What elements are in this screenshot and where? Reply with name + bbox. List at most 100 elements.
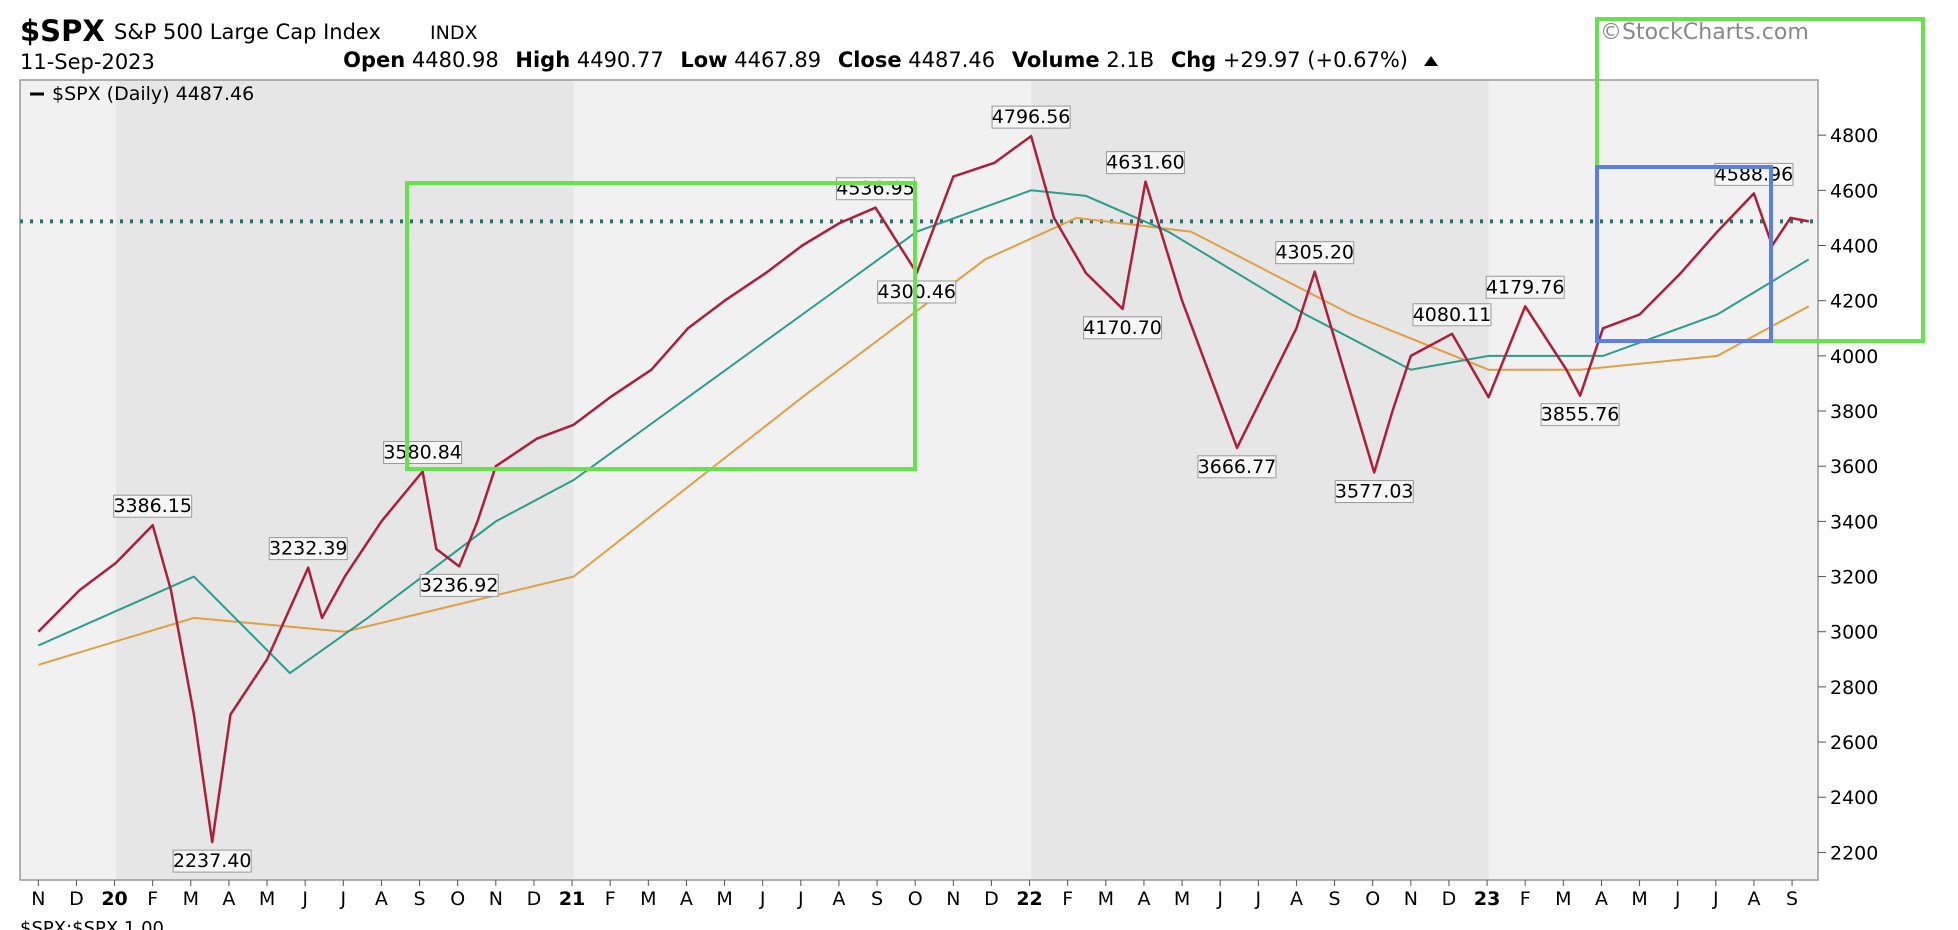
x-tick-label-21: A	[832, 888, 845, 910]
x-tick-label-37: D	[1442, 888, 1457, 910]
x-tick-label-1: D	[69, 888, 84, 910]
x-tick-label-19: J	[759, 888, 766, 910]
x-tick-label-15: F	[605, 888, 616, 910]
x-tick-label-31: J	[1216, 888, 1223, 910]
low-value: 4467.89	[734, 48, 822, 72]
y-tick-label-9: 3000	[1830, 622, 1878, 644]
x-tick-label-22: S	[871, 888, 883, 910]
x-tick-label-45: A	[1747, 888, 1760, 910]
x-tick-label-33: A	[1290, 888, 1303, 910]
y-tick-label-0: 4800	[1830, 125, 1878, 147]
x-tick-label-11: O	[450, 888, 465, 910]
index-name: S&P 500 Large Cap Index	[114, 20, 381, 44]
x-tick-label-43: J	[1674, 888, 1681, 910]
low-label: Low	[680, 48, 728, 72]
point-label-14: 4179.76	[1486, 276, 1565, 298]
point-label-1: 2237.40	[173, 850, 252, 872]
point-label-11: 4305.20	[1275, 242, 1354, 264]
legend-label-price: $SPX (Daily) 4487.46	[52, 83, 254, 105]
x-tick-label-17: A	[680, 888, 693, 910]
point-label-box-11	[1275, 241, 1355, 265]
point-label-9: 4170.70	[1083, 317, 1162, 339]
price-line	[37, 134, 1810, 844]
x-tick-label-27: F	[1062, 888, 1073, 910]
point-label-box-15	[1540, 403, 1620, 427]
point-label-8: 4631.60	[1106, 152, 1185, 174]
y-tick-label-1: 4600	[1830, 180, 1878, 202]
x-tick-label-44: J	[1712, 888, 1719, 910]
y-tick-label-11: 2600	[1830, 732, 1878, 754]
quote-summary: Open 4480.98 High 4490.77 Low 4467.89 Cl…	[343, 48, 1448, 72]
point-label-box-13	[1412, 303, 1492, 327]
x-tick-label-34: S	[1329, 888, 1341, 910]
plot-frame	[19, 79, 1819, 881]
x-tick-label-26: 22	[1016, 888, 1042, 910]
year-band-1	[1031, 80, 1489, 880]
y-tick-label-5: 3800	[1830, 401, 1878, 423]
x-tick-label-38: 23	[1474, 888, 1500, 910]
x-tick-label-32: J	[1255, 888, 1262, 910]
point-label-box-8	[1105, 151, 1185, 175]
ma50-line	[37, 189, 1810, 675]
point-label-12: 3577.03	[1335, 481, 1414, 503]
point-label-0: 3386.15	[113, 495, 192, 517]
bottom-legend: $SPX:$SPX 1.00	[20, 918, 164, 930]
x-tick-label-3: F	[147, 888, 158, 910]
highlight-box-recent	[1595, 165, 1773, 343]
x-tick-label-35: O	[1365, 888, 1380, 910]
y-tick-label-12: 2400	[1830, 787, 1878, 809]
x-tick-label-39: F	[1520, 888, 1531, 910]
x-tick-label-30: M	[1174, 888, 1190, 910]
x-tick-label-24: N	[946, 888, 960, 910]
quote-date: 11-Sep-2023	[20, 50, 155, 74]
x-tick-label-42: M	[1631, 888, 1647, 910]
year-band-0	[116, 80, 574, 880]
open-value: 4480.98	[411, 48, 499, 72]
x-tick-label-46: S	[1786, 888, 1798, 910]
point-label-13: 4080.11	[1413, 304, 1492, 326]
point-label-3: 3580.84	[383, 441, 462, 463]
high-value: 4490.77	[576, 48, 664, 72]
y-tick-label-7: 3400	[1830, 511, 1878, 533]
x-tick-label-0: N	[31, 888, 45, 910]
x-tick-label-36: N	[1404, 888, 1418, 910]
point-label-box-2	[268, 537, 348, 561]
volume-value: 2.1B	[1106, 48, 1155, 72]
point-label-box-3	[383, 440, 463, 464]
y-tick-label-10: 2800	[1830, 677, 1878, 699]
x-tick-label-23: O	[908, 888, 923, 910]
x-tick-label-7: J	[301, 888, 308, 910]
y-tick-label-3: 4200	[1830, 291, 1878, 313]
symbol-title: $SPX	[20, 14, 105, 48]
x-tick-label-10: S	[414, 888, 426, 910]
y-tick-label-6: 3600	[1830, 456, 1878, 478]
x-tick-label-4: M	[183, 888, 199, 910]
x-tick-label-9: A	[375, 888, 388, 910]
point-label-10: 3666.77	[1198, 456, 1277, 478]
highlight-box-2021	[405, 181, 917, 471]
up-triangle-icon	[1424, 56, 1438, 66]
x-tick-label-14: 21	[559, 888, 585, 910]
index-type: INDX	[430, 22, 478, 44]
close-label: Close	[837, 48, 902, 72]
x-tick-label-29: A	[1137, 888, 1150, 910]
x-tick-label-6: M	[259, 888, 275, 910]
y-tick-label-2: 4400	[1830, 236, 1878, 258]
high-label: High	[515, 48, 571, 72]
y-tick-label-13: 2200	[1830, 842, 1878, 864]
x-tick-label-25: D	[984, 888, 999, 910]
close-value: 4487.46	[908, 48, 996, 72]
point-label-15: 3855.76	[1541, 404, 1620, 426]
ma200-line	[38, 216, 1810, 666]
chg-label: Chg	[1170, 48, 1217, 72]
point-label-box-4	[419, 573, 499, 597]
point-label-2: 3232.39	[269, 538, 348, 560]
y-tick-label-8: 3200	[1830, 567, 1878, 589]
point-label-box-1	[172, 849, 252, 873]
x-tick-label-16: M	[640, 888, 656, 910]
point-label-4: 3236.92	[420, 574, 499, 596]
point-label-box-7	[991, 105, 1071, 129]
x-tick-label-41: A	[1595, 888, 1608, 910]
x-tick-label-8: J	[339, 888, 346, 910]
